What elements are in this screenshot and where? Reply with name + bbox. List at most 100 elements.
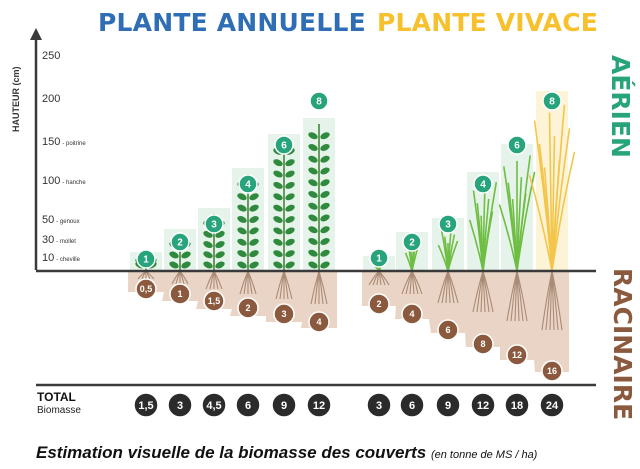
leaf bbox=[308, 179, 318, 187]
y-tick-note: - genoux bbox=[56, 219, 80, 225]
leaf bbox=[320, 179, 330, 187]
annual-total-badge: 9 bbox=[271, 392, 297, 418]
y-axis-arrow bbox=[30, 28, 42, 40]
leaf bbox=[249, 193, 259, 201]
leaf bbox=[320, 261, 330, 269]
annual-root-badge: 2 bbox=[237, 297, 259, 319]
perennial-aerial-badge-circle bbox=[473, 174, 493, 194]
perennial-total-badge: 12 bbox=[470, 392, 496, 418]
y-tick-value: 150 bbox=[42, 136, 61, 148]
leaf bbox=[308, 155, 318, 163]
perennial-root-badge-text: 2 bbox=[376, 299, 381, 309]
perennial-root-badge-circle bbox=[472, 333, 494, 355]
leaf bbox=[308, 226, 318, 234]
annual-root-badge-text: 4 bbox=[316, 317, 321, 327]
y-tick-note: - mollet bbox=[56, 239, 76, 245]
root-strand bbox=[283, 270, 293, 300]
leaf bbox=[237, 204, 247, 212]
y-axis-title: HAUTEUR (cm) bbox=[11, 66, 21, 132]
leaf bbox=[320, 132, 330, 140]
leaf bbox=[273, 170, 283, 178]
perennial-root-badge-text: 8 bbox=[480, 339, 485, 349]
leaf bbox=[273, 227, 283, 235]
annual-aerial-badge-circle bbox=[238, 174, 258, 194]
annual-root-badge: 3 bbox=[273, 303, 295, 325]
leaf bbox=[169, 261, 179, 269]
annual-total-badge: 1,5 bbox=[133, 392, 159, 418]
perennial-aerial-badge-circle bbox=[369, 248, 389, 268]
soil-area bbox=[128, 271, 337, 328]
grass-blade bbox=[516, 171, 536, 272]
leaf bbox=[215, 241, 225, 249]
perennial-aerial-badge: 6 bbox=[507, 135, 527, 155]
perennial-root-badge: 8 bbox=[472, 333, 494, 355]
annual-total-badge-text: 12 bbox=[313, 400, 325, 412]
leaf bbox=[181, 251, 191, 259]
perennial-total-badge: 24 bbox=[539, 392, 565, 418]
perennial-root-badge-text: 6 bbox=[445, 325, 450, 335]
annual-aerial-badge: 1 bbox=[136, 249, 156, 269]
grass-blade bbox=[528, 175, 553, 272]
annual-total-badge: 3 bbox=[167, 392, 193, 418]
perennial-aerial-badge-circle bbox=[507, 135, 527, 155]
leaf bbox=[249, 261, 259, 269]
annual-aerial-badge-text: 3 bbox=[211, 220, 217, 231]
soil-area bbox=[362, 271, 569, 372]
perennial-root-badge-circle bbox=[401, 303, 423, 325]
y-tick-note: - cheville bbox=[56, 257, 80, 263]
leaf bbox=[273, 159, 283, 167]
leaf bbox=[320, 238, 330, 245]
annual-aerial-badge-circle bbox=[136, 249, 156, 269]
annual-root-badge-circle bbox=[135, 278, 157, 300]
perennial-aerial-badge-text: 2 bbox=[409, 238, 415, 249]
perennial-total-badge-text: 18 bbox=[511, 400, 523, 412]
root-strand bbox=[447, 270, 459, 304]
grass-blade bbox=[551, 128, 571, 272]
annual-root-badge-text: 1 bbox=[177, 289, 182, 299]
perennial-total-badge-circle bbox=[504, 392, 530, 418]
leaf bbox=[237, 216, 247, 223]
root-strand bbox=[213, 270, 223, 290]
leaf bbox=[285, 227, 295, 235]
perennial-total-badge: 9 bbox=[435, 392, 461, 418]
annual-aerial-badge: 3 bbox=[204, 214, 224, 234]
annual-root-badge-circle bbox=[169, 283, 191, 305]
leaf bbox=[237, 250, 247, 258]
annual-total-badge-text: 4,5 bbox=[206, 400, 221, 412]
leaf bbox=[308, 238, 318, 245]
leaf bbox=[181, 261, 191, 269]
annual-root-badge: 4 bbox=[308, 311, 330, 333]
perennial-total-badge-circle bbox=[399, 392, 425, 418]
leaf bbox=[273, 261, 283, 269]
grass-blade bbox=[482, 182, 498, 272]
leaf bbox=[308, 261, 318, 269]
perennial-aerial-badge-text: 3 bbox=[445, 220, 451, 231]
caption: Estimation visuelle de la biomasse des c… bbox=[36, 443, 537, 463]
perennial-total-badge-circle bbox=[539, 392, 565, 418]
perennial-aerial-badge-circle bbox=[438, 214, 458, 234]
leaf bbox=[249, 216, 259, 223]
leaf bbox=[320, 202, 330, 210]
annual-aerial-badge: 2 bbox=[170, 232, 190, 252]
leaf bbox=[285, 170, 295, 178]
leaf bbox=[273, 238, 283, 246]
annual-aerial-badge-text: 8 bbox=[316, 97, 322, 108]
y-tick-note: - poitrine bbox=[62, 141, 86, 147]
annual-root-badge-text: 1,5 bbox=[208, 296, 221, 306]
leaf bbox=[273, 250, 283, 258]
y-tick-value: 50 bbox=[42, 214, 55, 226]
annual-aerial-badge-circle bbox=[170, 232, 190, 252]
leaf bbox=[273, 182, 283, 189]
annual-root-badge: 1,5 bbox=[203, 290, 225, 312]
perennial-total-badge-text: 3 bbox=[376, 400, 382, 412]
perennial-plant-title: PLANTE VIVACE bbox=[377, 8, 599, 37]
annual-total-badge-text: 1,5 bbox=[138, 400, 153, 412]
perennial-root-badge-circle bbox=[506, 344, 528, 366]
leaf bbox=[285, 250, 295, 258]
perennial-aerial-badge: 8 bbox=[542, 91, 562, 111]
root-strand bbox=[516, 270, 528, 322]
perennial-root-badge: 12 bbox=[506, 344, 528, 366]
root-label: RACINAIRE bbox=[608, 268, 637, 421]
annual-aerial-badge-circle bbox=[274, 135, 294, 155]
y-tick: 30- mollet bbox=[42, 230, 76, 248]
